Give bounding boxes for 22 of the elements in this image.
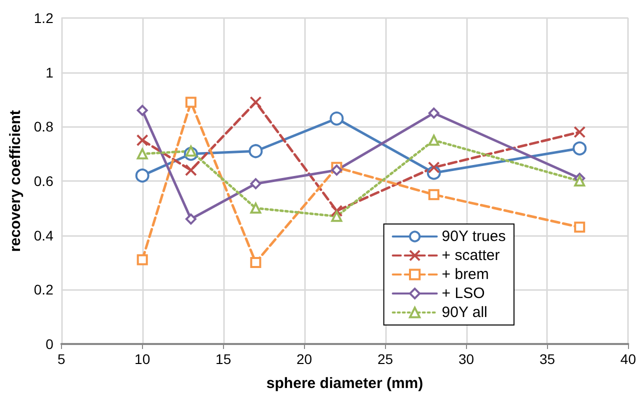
y-tick-label: 1.2 [34, 10, 54, 26]
y-tick-label: 0 [46, 336, 54, 352]
x-tick-label: 40 [620, 351, 636, 367]
x-tick-label: 10 [134, 351, 150, 367]
legend-label: + LSO [442, 285, 485, 302]
x-tick-label: 5 [57, 351, 66, 367]
x-tick-label: 25 [377, 351, 394, 367]
x-tick-label: 35 [539, 351, 556, 367]
x-tick-label: 15 [216, 351, 232, 367]
y-tick-label: 0.4 [34, 227, 54, 244]
x-tick-label: 30 [458, 351, 474, 367]
legend-label: 90Y all [442, 304, 488, 321]
legend-label: 90Y trues [442, 228, 506, 245]
y-tick-label: 0.2 [34, 282, 54, 298]
legend-label: + scatter [442, 247, 500, 264]
x-axis-title: sphere diameter (mm) [266, 375, 424, 392]
legend-label: + brem [442, 266, 489, 283]
y-tick-label: 0.6 [34, 173, 54, 189]
x-tick-label: 20 [296, 351, 312, 367]
y-tick-label: 1 [46, 64, 54, 80]
y-tick-label: 0.8 [34, 118, 54, 135]
y-axis-title: recovery coefficient [7, 110, 24, 252]
